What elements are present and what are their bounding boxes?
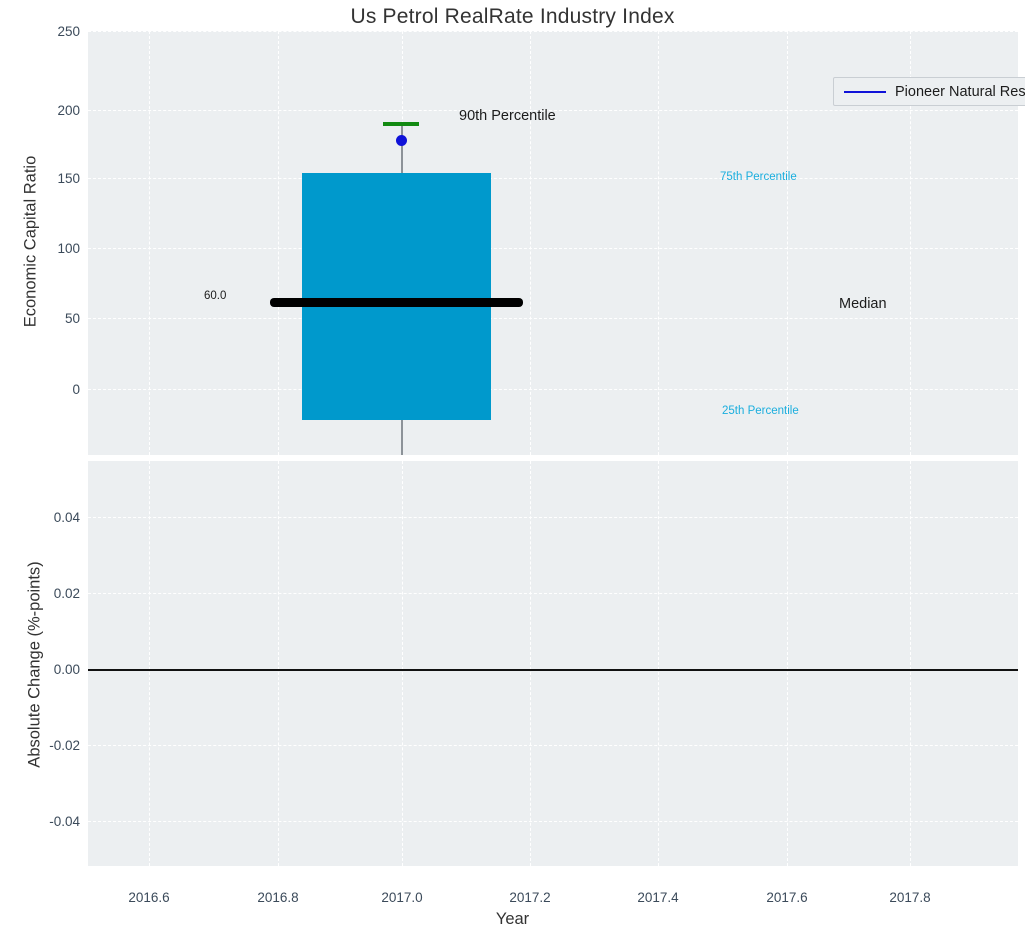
ytick-top-150: 150 [57,171,80,186]
gridline-x2-2016-8 [278,461,279,866]
interquartile-range-bar[interactable] [302,173,491,420]
ytick-top-200: 200 [57,103,80,118]
gridline-y-0-04 [88,517,1018,518]
annotation-median: Median [839,296,887,312]
gridline-y-150 [88,178,1018,179]
gridline-y-neg0-04 [88,821,1018,822]
gridline-x2-2017-2 [530,461,531,866]
x-axis-label: Year [495,910,530,928]
ytick-top-100: 100 [57,241,80,256]
xtick-2017-2: 2017.2 [509,890,551,905]
ytick-bottom-0-04: 0.04 [53,510,80,525]
median-value-label: 60.0 [204,290,227,302]
gridline-y-neg0-02 [88,745,1018,746]
gridline-x2-2017-4 [658,461,659,866]
ytick-top-50: 50 [64,311,80,326]
ytick-top-0: 0 [72,382,80,397]
p90-whisker-cap [383,122,419,126]
gridline-x2-2016-6 [149,461,150,866]
chart-title: Us Petrol RealRate Industry Index [350,5,675,28]
chart-legend[interactable]: Pioneer Natural Resources Co [833,77,1025,106]
xtick-2017-6: 2017.6 [766,890,808,905]
xtick-2017-0: 2017.0 [381,890,423,905]
lower-panel-clip [88,461,1018,866]
gridline-y-250 [88,31,1018,32]
upper-plot-panel: 60.0 90th Percentile 75th Percentile Med… [88,31,1025,455]
ytick-bottom-0-02: 0.02 [53,586,80,601]
gridline-y-200 [88,110,1018,111]
gridline-y-0-02 [88,593,1018,594]
annotation-25th-percentile: 25th Percentile [722,405,799,417]
ytick-top-250: 250 [57,24,80,39]
gridline-x-2016-8 [278,31,279,455]
zero-reference-line [88,669,1018,671]
gridline-x-2017-4 [658,31,659,455]
xtick-2016-6: 2016.6 [128,890,170,905]
ytick-bottom-neg0-02: -0.02 [49,738,80,753]
annotation-90th-percentile: 90th Percentile [459,108,556,124]
legend-line-icon [844,90,886,93]
ytick-bottom-0-00: 0.00 [53,662,80,677]
legend-entry-label: Pioneer Natural Resources Co [895,83,1025,100]
gridline-x-2017-2 [530,31,531,455]
y-axis-label-lower: Absolute Change (%-points) [25,561,44,768]
gridline-x-2017-6 [787,31,788,455]
gridline-x-2016-6 [149,31,150,455]
y-axis-label-upper: Economic Capital Ratio [21,155,40,328]
lower-plot-panel [88,461,1018,866]
gridline-y-100 [88,248,1018,249]
xtick-2016-8: 2016.8 [257,890,299,905]
upper-panel-clip [88,31,1018,455]
xtick-2017-4: 2017.4 [637,890,679,905]
median-line [270,298,523,307]
company-value-marker[interactable] [396,135,407,146]
annotation-75th-percentile: 75th Percentile [720,171,797,183]
xtick-2017-8: 2017.8 [889,890,931,905]
gridline-x-2017-8 [910,31,911,455]
gridline-x2-2017-0 [402,461,403,866]
ytick-bottom-neg0-04: -0.04 [49,814,80,829]
gridline-x2-2017-6 [787,461,788,866]
gridline-y-0 [88,389,1018,390]
gridline-y-50 [88,318,1018,319]
gridline-x2-2017-8 [910,461,911,866]
